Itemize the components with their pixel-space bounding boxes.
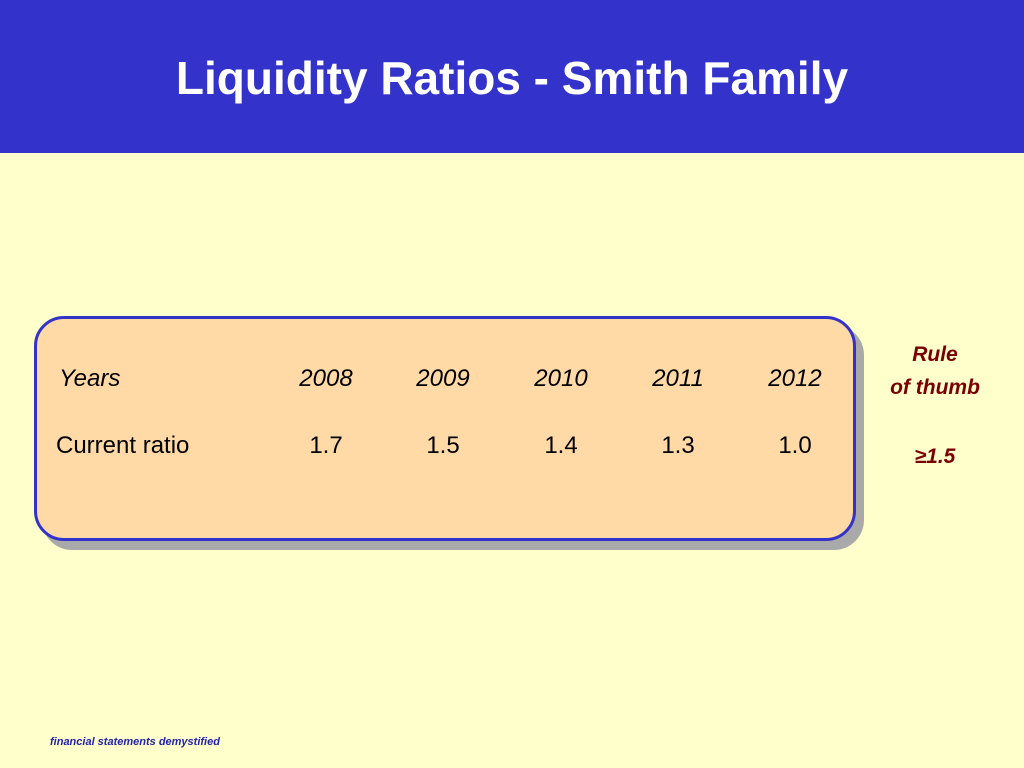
title-banner: Liquidity Ratios - Smith Family [0,0,1024,153]
year-header-2012: 2012 [768,365,822,392]
current-ratio-2010: 1.4 [544,432,578,459]
current-ratio-label: Current ratio [56,432,190,459]
year-header-2008: 2008 [299,365,353,392]
current-ratio-2008: 1.7 [309,432,343,459]
current-ratio-2009: 1.5 [426,432,460,459]
year-header-2010: 2010 [534,365,588,392]
footer-caption: financial statements demystified [50,736,220,748]
current-ratio-2011: 1.3 [661,432,695,459]
years-header-label: Years [59,365,121,392]
rule-of-thumb-line2: of thumb [890,376,980,399]
ratio-table-box: Years 2008 2009 2010 2011 2012 Current r… [34,316,856,541]
current-ratio-2012: 1.0 [778,432,812,459]
rule-of-thumb-value: ≥1.5 [914,445,956,468]
year-header-2009: 2009 [416,365,470,392]
rule-of-thumb-line1: Rule [912,343,958,366]
year-header-2011: 2011 [652,365,704,392]
slide-title: Liquidity Ratios - Smith Family [175,52,849,104]
